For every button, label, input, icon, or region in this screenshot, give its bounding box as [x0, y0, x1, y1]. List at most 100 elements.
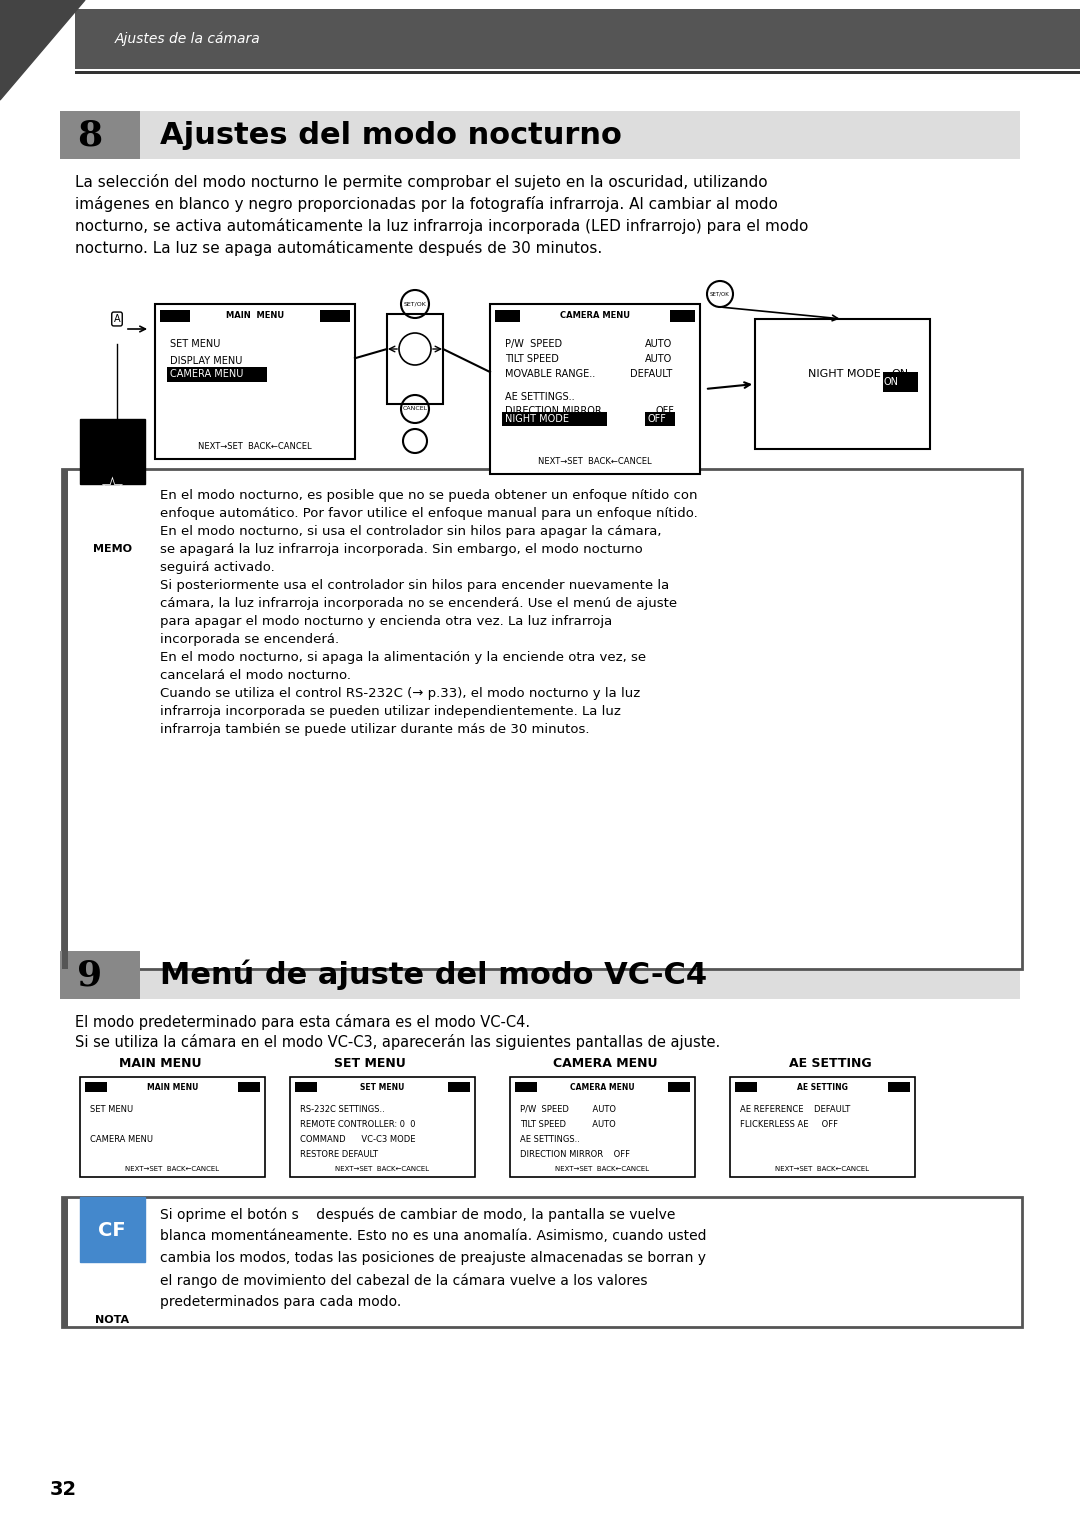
Text: SET MENU: SET MENU	[170, 339, 220, 349]
Bar	[80, 1197, 145, 1261]
Text: SET MENU: SET MENU	[334, 1057, 406, 1070]
Text: MOVABLE RANGE..: MOVABLE RANGE..	[505, 368, 595, 379]
Text: seguirá activado.: seguirá activado.	[160, 561, 274, 573]
Bar	[295, 1083, 318, 1092]
Text: MAIN MENU: MAIN MENU	[147, 1083, 199, 1092]
Text: enfoque automático. Por favor utilice el enfoque manual para un enfoque nítido.: enfoque automático. Por favor utilice el…	[160, 508, 698, 520]
Text: CAMERA MENU: CAMERA MENU	[553, 1057, 658, 1070]
Text: SET/OK: SET/OK	[404, 301, 427, 306]
Text: 8: 8	[78, 118, 103, 151]
Text: Si posteriormente usa el controlador sin hilos para encender nuevamente la: Si posteriormente usa el controlador sin…	[160, 579, 670, 592]
Text: blanca momentáneamente. Esto no es una anomalía. Asimismo, cuando usted: blanca momentáneamente. Esto no es una a…	[160, 1229, 706, 1243]
Text: MEMO: MEMO	[93, 544, 132, 553]
Bar	[882, 372, 918, 391]
Text: imágenes en blanco y negro proporcionadas por la fotografía infrarroja. Al cambi: imágenes en blanco y negro proporcionada…	[75, 196, 778, 213]
Bar	[387, 313, 443, 404]
Bar	[888, 1083, 910, 1092]
Bar	[320, 310, 350, 323]
Text: FLICKERLESS AE     OFF: FLICKERLESS AE OFF	[740, 1121, 838, 1128]
Bar	[645, 411, 675, 427]
Text: DISPLAY MENU: DISPLAY MENU	[170, 356, 242, 365]
Bar	[62, 1197, 68, 1327]
Bar	[75, 70, 1080, 73]
Text: Ajustes de la cámara: Ajustes de la cámara	[114, 32, 260, 46]
Text: MAIN  MENU: MAIN MENU	[226, 310, 284, 320]
Text: El modo predeterminado para esta cámara es el modo VC-C4.: El modo predeterminado para esta cámara …	[75, 1014, 530, 1031]
Text: nocturno, se activa automáticamente la luz infrarroja incorporada (LED infrarroj: nocturno, se activa automáticamente la l…	[75, 219, 808, 234]
Text: infrarroja incorporada se pueden utilizar independientemente. La luz: infrarroja incorporada se pueden utiliza…	[160, 705, 621, 719]
Text: AE REFERENCE    DEFAULT: AE REFERENCE DEFAULT	[740, 1105, 850, 1115]
Text: Ajustes del modo nocturno: Ajustes del modo nocturno	[160, 121, 622, 150]
Text: NOTA: NOTA	[95, 1315, 130, 1326]
Text: NEXT→SET  BACK←CANCEL: NEXT→SET BACK←CANCEL	[199, 442, 312, 451]
Text: CANCEL: CANCEL	[403, 407, 428, 411]
Text: OFF: OFF	[647, 414, 666, 424]
Bar	[62, 469, 68, 969]
Bar	[85, 1083, 107, 1092]
Bar	[238, 1083, 260, 1092]
Text: AE SETTINGS..: AE SETTINGS..	[505, 391, 575, 402]
Text: DIRECTION MIRROR: DIRECTION MIRROR	[505, 407, 602, 416]
Bar	[730, 1076, 915, 1177]
Text: COMMAND      VC-C3 MODE: COMMAND VC-C3 MODE	[300, 1135, 416, 1144]
Text: Si se utiliza la cámara en el modo VC-C3, aparecerán las siguientes pantallas de: Si se utiliza la cámara en el modo VC-C3…	[75, 1034, 720, 1050]
Text: el rango de movimiento del cabezal de la cámara vuelve a los valores: el rango de movimiento del cabezal de la…	[160, 1274, 648, 1287]
Bar	[735, 1083, 757, 1092]
Bar	[167, 367, 267, 382]
Bar	[510, 1076, 696, 1177]
Text: P/W  SPEED: P/W SPEED	[505, 339, 562, 349]
Bar	[80, 419, 145, 485]
Text: CAMERA MENU: CAMERA MENU	[170, 368, 243, 379]
Text: CAMERA MENU: CAMERA MENU	[561, 310, 630, 320]
Text: DIRECTION MIRROR    OFF: DIRECTION MIRROR OFF	[519, 1150, 630, 1159]
Text: NEXT→SET  BACK←CANCEL: NEXT→SET BACK←CANCEL	[555, 1167, 649, 1173]
Bar	[495, 310, 519, 323]
Bar	[670, 310, 696, 323]
Bar	[448, 1083, 470, 1092]
Text: SET MENU: SET MENU	[361, 1083, 405, 1092]
Text: ☆: ☆	[99, 476, 124, 503]
Text: AE SETTINGS..: AE SETTINGS..	[519, 1135, 580, 1144]
Text: CAMERA MENU: CAMERA MENU	[90, 1135, 153, 1144]
Bar	[60, 112, 1020, 159]
Text: TILT SPEED: TILT SPEED	[505, 355, 558, 364]
Text: Cuando se utiliza el control RS-232C (→ p.33), el modo nocturno y la luz: Cuando se utiliza el control RS-232C (→ …	[160, 687, 640, 700]
Bar	[755, 320, 930, 450]
Text: NEXT→SET  BACK←CANCEL: NEXT→SET BACK←CANCEL	[538, 457, 652, 466]
Bar	[62, 469, 1022, 969]
Text: NEXT→SET  BACK←CANCEL: NEXT→SET BACK←CANCEL	[775, 1167, 869, 1173]
Text: 32: 32	[50, 1480, 77, 1498]
Text: cambia los modos, todas las posiciones de preajuste almacenadas se borran y: cambia los modos, todas las posiciones d…	[160, 1251, 706, 1264]
Bar	[60, 112, 140, 159]
Text: se apagará la luz infrarroja incorporada. Sin embargo, el modo nocturno: se apagará la luz infrarroja incorporada…	[160, 543, 643, 557]
Bar	[60, 951, 140, 998]
Text: NEXT→SET  BACK←CANCEL: NEXT→SET BACK←CANCEL	[125, 1167, 219, 1173]
Polygon shape	[0, 0, 85, 99]
Text: NIGHT MODE: NIGHT MODE	[808, 368, 880, 379]
Text: NIGHT MODE: NIGHT MODE	[505, 414, 569, 424]
Text: SET/OK: SET/OK	[711, 292, 730, 297]
Text: cámara, la luz infrarroja incorporada no se encenderá. Use el menú de ajuste: cámara, la luz infrarroja incorporada no…	[160, 596, 677, 610]
Text: Menú de ajuste del modo VC-C4: Menú de ajuste del modo VC-C4	[160, 960, 707, 991]
Text: La selección del modo nocturno le permite comprobar el sujeto en la oscuridad, u: La selección del modo nocturno le permit…	[75, 174, 768, 190]
Bar	[60, 951, 1020, 998]
Text: incorporada se encenderá.: incorporada se encenderá.	[160, 633, 339, 645]
Text: OFF: OFF	[654, 407, 674, 416]
Text: A: A	[113, 313, 120, 324]
Text: V: V	[113, 430, 120, 439]
Text: P/W  SPEED         AUTO: P/W SPEED AUTO	[519, 1105, 616, 1115]
Text: AE SETTING: AE SETTING	[797, 1083, 848, 1092]
Text: AUTO: AUTO	[645, 355, 672, 364]
Text: infrarroja también se puede utilizar durante más de 30 minutos.: infrarroja también se puede utilizar dur…	[160, 723, 590, 735]
Text: ON: ON	[883, 378, 899, 387]
Text: para apagar el modo nocturno y encienda otra vez. La luz infrarroja: para apagar el modo nocturno y encienda …	[160, 615, 612, 628]
Text: 9: 9	[78, 959, 103, 992]
Bar	[502, 411, 607, 427]
Text: cancelará el modo nocturno.: cancelará el modo nocturno.	[160, 670, 351, 682]
Bar	[80, 1076, 265, 1177]
Text: SET MENU: SET MENU	[90, 1105, 133, 1115]
Text: RESTORE DEFAULT: RESTORE DEFAULT	[300, 1150, 378, 1159]
Text: En el modo nocturno, si usa el controlador sin hilos para apagar la cámara,: En el modo nocturno, si usa el controlad…	[160, 524, 661, 538]
Bar	[156, 304, 355, 459]
Text: En el modo nocturno, si apaga la alimentación y la enciende otra vez, se: En el modo nocturno, si apaga la aliment…	[160, 651, 646, 664]
